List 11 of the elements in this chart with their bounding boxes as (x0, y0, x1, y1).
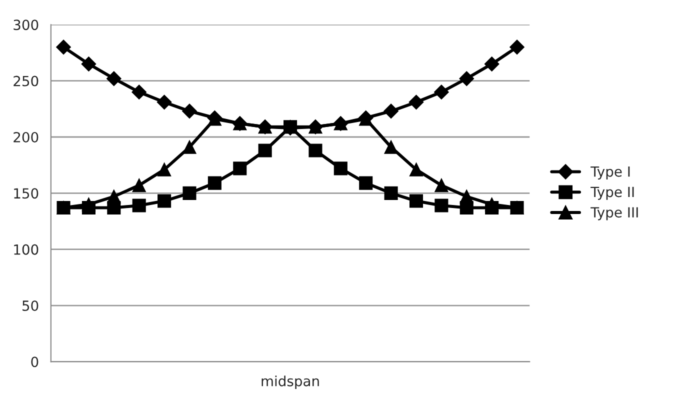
y-tick-label: 250 (14, 76, 38, 86)
y-tick-label: 150 (14, 188, 38, 199)
y-tick-label: 100 (14, 244, 38, 255)
y-tick-label: 0 (31, 356, 38, 368)
legend-label: Type III (590, 207, 638, 220)
y-tick-label: 50 (22, 300, 38, 311)
x-tick-label: midspan (262, 376, 319, 390)
y-tick-label: 300 (14, 20, 38, 30)
legend-label: Type II (590, 186, 634, 200)
legend-label: Type I (590, 166, 630, 180)
y-tick-label: 200 (14, 132, 38, 142)
